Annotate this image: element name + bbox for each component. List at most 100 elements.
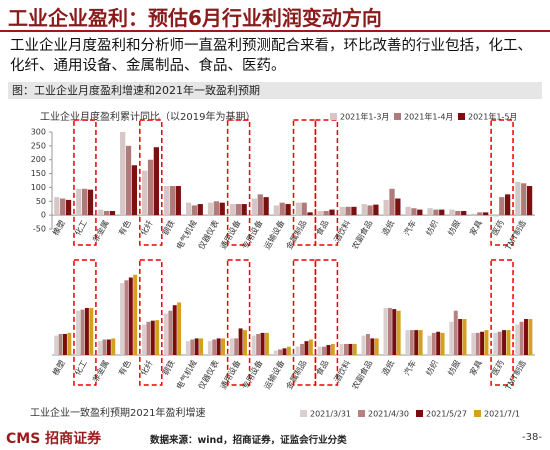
bar <box>329 209 335 216</box>
bar <box>499 197 505 216</box>
y-tick-label: 150 <box>31 169 46 178</box>
bar <box>483 212 489 216</box>
bar <box>207 202 214 216</box>
bar <box>98 209 104 216</box>
bar <box>87 189 94 216</box>
x-tick-label: 家具 <box>467 358 484 377</box>
bar <box>374 338 379 355</box>
bar <box>142 324 146 355</box>
slide-title: 工业企业盈利：预估6月行业利润变动方向 <box>8 6 382 30</box>
x-tick-label: 非金属 <box>90 218 111 244</box>
y-tick-label: 250 <box>31 141 46 150</box>
bar <box>62 333 67 355</box>
bar <box>458 319 463 355</box>
bar <box>229 204 236 216</box>
bar <box>238 328 243 355</box>
x-tick-label: 造纸 <box>380 218 397 237</box>
bar <box>396 310 401 355</box>
bar <box>417 209 423 216</box>
x-tick-label: 汽车 <box>401 358 418 377</box>
bar <box>133 274 138 355</box>
bar <box>436 331 441 355</box>
bar <box>243 330 247 355</box>
bar <box>175 186 181 216</box>
bar <box>392 309 397 355</box>
bar <box>497 331 502 355</box>
bar <box>216 338 221 355</box>
x-tick-label: 通用设备 <box>218 358 243 391</box>
bar <box>257 194 263 216</box>
bar <box>395 198 401 216</box>
x-tick-label: 橡塑 <box>50 358 67 377</box>
legend-swatch <box>358 410 365 417</box>
bar <box>251 335 256 355</box>
bar <box>339 206 345 216</box>
x-tick-label: TMT制造 <box>502 218 528 252</box>
bar <box>317 346 322 355</box>
y-tick-label: 100 <box>31 183 46 192</box>
bar <box>352 343 357 355</box>
highlight-box <box>73 259 97 386</box>
bar <box>120 132 126 216</box>
bar <box>168 310 173 355</box>
bar <box>279 202 285 216</box>
bar <box>295 346 300 355</box>
highlight-box <box>490 119 514 246</box>
bar <box>365 333 370 355</box>
y-tick-label: -50 <box>33 225 46 234</box>
x-tick-label: 有色 <box>116 218 133 237</box>
highlight-box <box>490 259 514 386</box>
bar <box>286 346 291 355</box>
bar <box>515 324 520 355</box>
bar <box>109 210 116 216</box>
bar <box>493 215 499 217</box>
page-number: -38- <box>522 432 542 443</box>
bar <box>111 338 116 355</box>
x-tick-label: 汽车 <box>401 218 418 237</box>
figure-caption: 图：工业企业月度盈利增速和2021年一致盈利预期 <box>8 82 542 99</box>
bar <box>234 338 239 355</box>
bar <box>387 307 392 355</box>
bar <box>504 194 511 216</box>
bar <box>519 321 524 355</box>
bar <box>484 330 489 355</box>
bar <box>120 283 125 355</box>
highlight-box <box>314 119 339 246</box>
bar <box>131 165 138 216</box>
bar <box>521 183 527 216</box>
bar <box>455 210 461 216</box>
bar <box>506 330 511 355</box>
x-tick-label: 运输设备 <box>262 358 287 391</box>
bar <box>471 332 476 355</box>
bar <box>98 341 103 355</box>
bar <box>124 280 129 355</box>
x-tick-label: 仪器仪表 <box>196 358 221 391</box>
bar <box>219 202 225 216</box>
bar <box>54 197 60 216</box>
bar <box>172 305 177 355</box>
bar <box>480 331 485 355</box>
bar <box>190 339 195 355</box>
x-tick-label: 酒饮料 <box>332 358 353 384</box>
bar <box>82 188 88 216</box>
bar <box>199 338 204 355</box>
bar <box>361 335 366 355</box>
bar <box>147 159 154 216</box>
bar <box>282 348 287 355</box>
x-tick-label: 农副食品 <box>350 218 375 251</box>
highlight-box <box>292 119 317 246</box>
bar <box>67 332 72 355</box>
bar <box>54 335 59 355</box>
bar <box>235 204 241 216</box>
bar <box>213 201 220 216</box>
bar <box>103 210 110 216</box>
bar <box>524 319 528 355</box>
bar <box>125 145 132 216</box>
x-tick-label: 有色 <box>116 358 133 377</box>
bar <box>345 206 351 216</box>
legend-label: 2021年1-3月 <box>340 112 389 122</box>
chart-title: 工业企业月度盈利累计同比（以2019年为基期） <box>40 110 255 123</box>
legend-label: 2021/3/31 <box>310 410 351 419</box>
x-tick-label: 专用设备 <box>240 218 265 251</box>
